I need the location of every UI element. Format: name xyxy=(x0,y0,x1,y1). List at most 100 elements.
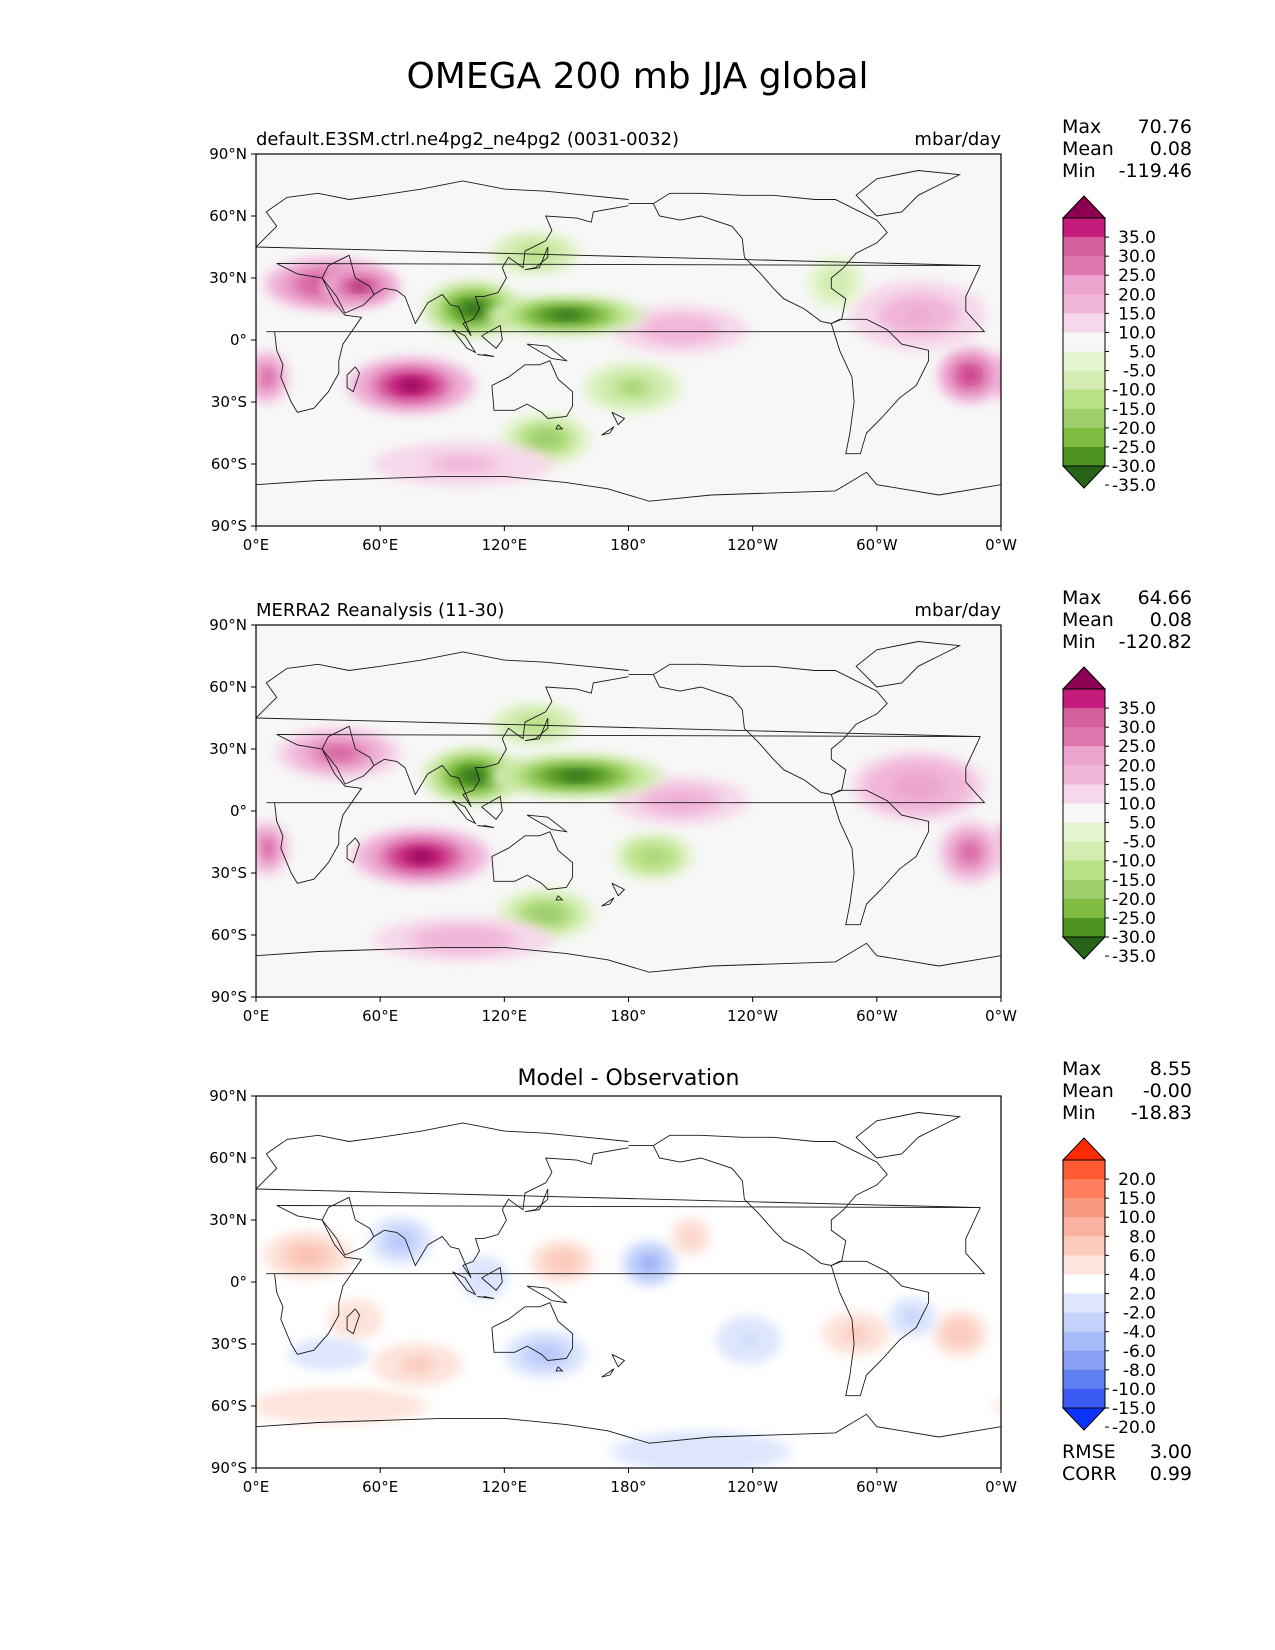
contour-blob-9-3 xyxy=(97,1325,124,1341)
contour-blob-13-4 xyxy=(320,1351,337,1358)
colorbar-tick-label: -4.0 xyxy=(1123,1323,1156,1343)
y-tick-label: 60°N xyxy=(209,207,247,225)
colorbar-segment xyxy=(1063,313,1105,333)
map-panel-1: 0°E 60°E 120°E 180° 120°W 60°W 0°W 90°N 60°N 30°N… xyxy=(74,129,1275,554)
contour-blob-12-2 xyxy=(74,267,107,297)
colorbar-segment xyxy=(1063,446,1105,467)
metrics-box: RMSE 3.00 CORR 0.99 xyxy=(1062,1441,1192,1485)
colorbar-segment xyxy=(1063,1255,1105,1275)
contour-blob-5-1 xyxy=(119,759,228,814)
coastline-7 xyxy=(477,825,495,828)
contour-blob-6-4 xyxy=(1153,1361,1171,1369)
contour-blob-3-4 xyxy=(261,371,271,383)
contour-blob-15-0 xyxy=(992,1399,1001,1413)
y-tick-label: 0° xyxy=(230,331,247,349)
contour-blob-2-4 xyxy=(1007,843,1016,854)
colorbar-segment xyxy=(1063,708,1105,728)
coastline-17 xyxy=(256,942,1001,973)
contour-blob-6-4 xyxy=(408,1360,427,1369)
contour-blob-14-0 xyxy=(0,1433,47,1469)
contour-blob-9-0 xyxy=(77,1313,145,1354)
colorbar-tick-label: 30.0 xyxy=(1118,718,1156,738)
contour-blob-11-2 xyxy=(1153,927,1262,952)
colorbar-tick-label: -2.0 xyxy=(1123,1304,1156,1324)
contour-blob-4-4 xyxy=(219,370,232,381)
y-tick-label: 30°S xyxy=(211,1335,247,1353)
colorbar-segment xyxy=(1063,332,1105,353)
contour-blob-13-1 xyxy=(1135,448,1275,481)
contour-blob-13-3 xyxy=(1172,456,1245,472)
colorbar-segment xyxy=(1063,1388,1105,1409)
y-tick-label: 90°S xyxy=(211,517,247,535)
colorbar-tick-label: 35.0 xyxy=(1118,699,1156,719)
contour-blob-4-4 xyxy=(963,369,977,381)
colorbar-frame xyxy=(1062,1159,1106,1409)
x-tick-label: 0°E xyxy=(243,536,270,554)
stat-row: Mean -0.00 xyxy=(1062,1080,1192,1102)
stat-row: Mean 0.08 xyxy=(1062,609,1192,631)
coastline-2 xyxy=(346,837,360,864)
colorbar-2: 35.030.025.020.015.010.05.0-5.0-10.0-15.… xyxy=(1061,666,1156,967)
stat-label: Max xyxy=(1062,116,1102,138)
colorbar-tick-label: -30.0 xyxy=(1112,928,1156,948)
contour-blob-6-1 xyxy=(1178,754,1258,798)
contour-blob-8-4 xyxy=(1271,720,1275,728)
colorbar-segment xyxy=(1063,727,1105,747)
colorbar-segment xyxy=(1063,408,1105,429)
colorbar-segment xyxy=(1063,898,1105,919)
x-tick-label: 0°W xyxy=(985,536,1017,554)
colorbar-tick-label: -15.0 xyxy=(1112,871,1156,891)
colorbar-tick-label: 20.0 xyxy=(1118,285,1156,305)
contour-blob-2-4 xyxy=(261,842,271,854)
contour-blob-8-1 xyxy=(1248,301,1275,330)
y-tick-label: 60°S xyxy=(211,1397,247,1415)
contour-blob-5-0 xyxy=(105,752,242,820)
stat-value: 0.08 xyxy=(1149,609,1192,631)
y-tick-label: 30°S xyxy=(211,864,247,882)
colorbar-segment xyxy=(1063,822,1105,843)
contour-blob-6-2 xyxy=(132,295,214,336)
contour-blob-7-4 xyxy=(349,1315,361,1323)
contour-blob-12-3 xyxy=(80,272,102,292)
contour-blob-10-2 xyxy=(1263,424,1275,454)
colorbar-segment xyxy=(1063,1369,1105,1390)
colorbar-segment xyxy=(1063,237,1105,257)
contour-blob-6-4 xyxy=(160,308,187,322)
x-tick-label: 60°E xyxy=(362,536,398,554)
colorbar-segment xyxy=(1063,917,1105,938)
contour-blob-5-0 xyxy=(1250,1332,1275,1377)
colorbar-tick-label: 10.0 xyxy=(1118,794,1156,814)
coastline-14 xyxy=(628,1134,888,1266)
contour-blob-9-3 xyxy=(1262,245,1275,261)
coastline-16 xyxy=(855,641,962,688)
colorbar-tick-label: -10.0 xyxy=(1112,1380,1156,1400)
contour-blob-14-1 xyxy=(0,1437,29,1466)
contour-blob-2-4 xyxy=(555,1257,569,1266)
colorbar-extend-max xyxy=(1061,666,1107,690)
colorbar-extend-min xyxy=(1061,1407,1107,1431)
colorbar-segment xyxy=(1063,1293,1105,1314)
contour-blob-12-4 xyxy=(1224,1274,1233,1282)
coastline-12 xyxy=(611,411,626,426)
coastline-17 xyxy=(256,1413,1001,1444)
colorbar-extend-max xyxy=(1061,1137,1107,1161)
stat-label: Min xyxy=(1062,1102,1096,1124)
contour-blob-11-2 xyxy=(0,1326,23,1353)
contour-blob-9-1 xyxy=(1244,237,1275,270)
colorbar-tick-label: 20.0 xyxy=(1118,1170,1156,1190)
contour-blob-8-4 xyxy=(550,311,583,319)
contour-blob-13-4 xyxy=(444,459,482,469)
coastline-8 xyxy=(481,795,503,820)
contour-blob-5-2 xyxy=(132,766,214,807)
colorbar-segment xyxy=(1063,784,1105,804)
y-tick-label: 90°N xyxy=(209,1087,247,1105)
stat-row: Max 8.55 xyxy=(1062,1058,1192,1080)
coastline-10 xyxy=(491,831,574,890)
y-tick-label: 90°S xyxy=(211,1459,247,1477)
contour-blob-13-2 xyxy=(1153,452,1262,477)
contour-blob-9-0 xyxy=(1235,233,1275,274)
contour-blob-0-4 xyxy=(326,748,352,759)
contour-blob-0-4 xyxy=(1044,1251,1062,1260)
coastline-7 xyxy=(477,1296,495,1299)
stat-value: 64.66 xyxy=(1137,587,1192,609)
